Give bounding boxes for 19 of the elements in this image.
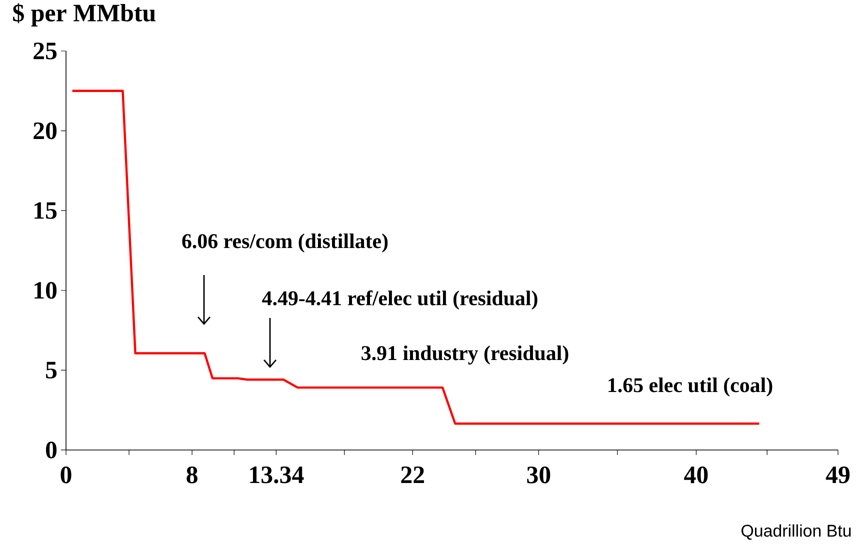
y-tick-label: 0 (46, 442, 57, 458)
x-tick-label: 22 (401, 466, 424, 483)
y-tick-label: 10 (34, 282, 57, 299)
x-tick-label: 0 (60, 466, 72, 484)
x-tick-label: 13.34 (250, 466, 304, 484)
y-axis-title: $ per MMbtu (13, 3, 156, 27)
y-tick-label: 15 (34, 202, 57, 219)
y-tick-label: 20 (34, 122, 57, 140)
y-tick-label: 5 (46, 362, 57, 378)
y-tick-label: 25 (34, 42, 57, 60)
x-tick-label: 49 (826, 466, 850, 484)
x-tick-label: 30 (527, 466, 550, 484)
x-axis-title: Quadrillion Btu (742, 524, 851, 540)
x-tick-label: 40 (684, 466, 708, 484)
x-tick-label: 8 (186, 466, 198, 484)
annotation: 6.06 res/com (distillate) (182, 234, 388, 252)
annotation: 4.49-4.41 ref/elec util (residual) (262, 290, 538, 310)
annotation: 3.91 industry (residual) (362, 345, 568, 364)
annotation: 1.65 elec util (coal) (608, 378, 772, 396)
